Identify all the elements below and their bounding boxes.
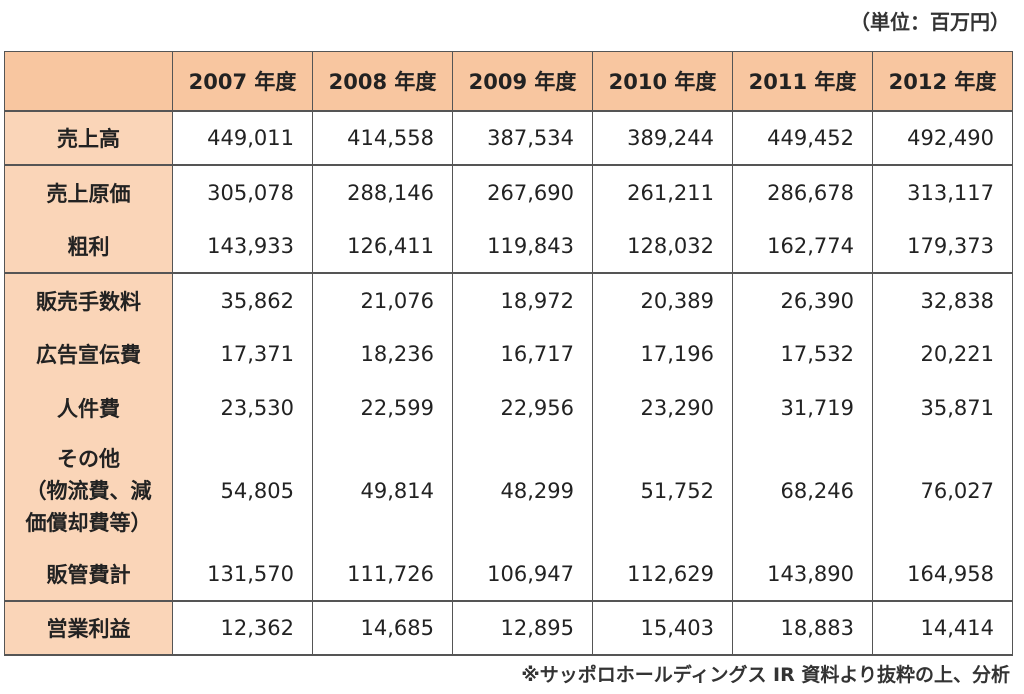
row-label-line: その他 <box>57 447 120 471</box>
row-label-line: 価償却費等） <box>25 511 152 535</box>
row-label: 人件費 <box>4 381 173 435</box>
row-label: 広告宣伝費 <box>4 327 173 381</box>
table-header-row: 2007 年度 2008 年度 2009 年度 2010 年度 2011 年度 … <box>4 51 1013 112</box>
table-cell: 119,843 <box>452 219 593 273</box>
table-cell: 179,373 <box>872 219 1013 273</box>
table-cell: 162,774 <box>732 219 873 273</box>
column-header: 2011 年度 <box>732 51 873 112</box>
table-cell: 15,403 <box>592 600 733 656</box>
table-cell: 305,078 <box>172 164 313 219</box>
table-cell: 54,805 <box>172 435 313 547</box>
table-cell: 414,558 <box>312 110 453 165</box>
table-cell: 23,530 <box>172 381 313 435</box>
table-cell: 112,629 <box>592 547 733 601</box>
table-cell: 35,871 <box>872 381 1013 435</box>
table-cell: 261,211 <box>592 164 733 219</box>
row-label: 販管費計 <box>4 547 173 601</box>
table-cell: 288,146 <box>312 164 453 219</box>
table-row: 粗利 143,933 126,411 119,843 128,032 162,7… <box>4 219 1013 273</box>
table-row: 売上高 449,011 414,558 387,534 389,244 449,… <box>4 110 1013 165</box>
table-cell: 164,958 <box>872 547 1013 601</box>
table-cell: 51,752 <box>592 435 733 547</box>
table-cell: 14,685 <box>312 600 453 656</box>
table-cell: 449,452 <box>732 110 873 165</box>
unit-label: （単位：百万円） <box>850 10 1010 34</box>
column-header: 2012 年度 <box>872 51 1013 112</box>
table-cell: 68,246 <box>732 435 873 547</box>
source-note: ※サッポロホールディングス IR 資料より抜粋の上、分析 <box>521 664 1010 686</box>
table-row: 売上原価 305,078 288,146 267,690 261,211 286… <box>4 164 1013 219</box>
row-label: その他 （物流費、減 価償却費等） <box>4 435 173 547</box>
column-header: 2010 年度 <box>592 51 733 112</box>
financial-table: 2007 年度 2008 年度 2009 年度 2010 年度 2011 年度 … <box>4 51 1013 656</box>
table-cell: 18,883 <box>732 600 873 656</box>
table-row: 広告宣伝費 17,371 18,236 16,717 17,196 17,532… <box>4 327 1013 381</box>
table-cell: 22,956 <box>452 381 593 435</box>
table-cell: 23,290 <box>592 381 733 435</box>
table-cell: 20,389 <box>592 272 733 327</box>
table-cell: 35,862 <box>172 272 313 327</box>
table-cell: 12,895 <box>452 600 593 656</box>
row-label-line: （物流費、減 <box>25 479 152 503</box>
row-label: 粗利 <box>4 219 173 273</box>
table-row: 販売手数料 35,862 21,076 18,972 20,389 26,390… <box>4 272 1013 327</box>
table-cell: 143,890 <box>732 547 873 601</box>
table-cell: 17,196 <box>592 327 733 381</box>
table-cell: 111,726 <box>312 547 453 601</box>
table-cell: 26,390 <box>732 272 873 327</box>
row-label: 売上高 <box>4 110 173 165</box>
table-row: 人件費 23,530 22,599 22,956 23,290 31,719 3… <box>4 381 1013 435</box>
row-label: 売上原価 <box>4 164 173 219</box>
table-cell: 131,570 <box>172 547 313 601</box>
table-cell: 16,717 <box>452 327 593 381</box>
table-cell: 449,011 <box>172 110 313 165</box>
table-cell: 21,076 <box>312 272 453 327</box>
table-cell: 106,947 <box>452 547 593 601</box>
table-cell: 20,221 <box>872 327 1013 381</box>
row-label: 販売手数料 <box>4 272 173 327</box>
table-cell: 267,690 <box>452 164 593 219</box>
table-cell: 389,244 <box>592 110 733 165</box>
table-cell: 76,027 <box>872 435 1013 547</box>
table-row: その他 （物流費、減 価償却費等） 54,805 49,814 48,299 5… <box>4 435 1013 547</box>
table-row: 営業利益 12,362 14,685 12,895 15,403 18,883 … <box>4 600 1013 656</box>
header-corner <box>4 51 173 112</box>
table-cell: 48,299 <box>452 435 593 547</box>
row-label: 営業利益 <box>4 600 173 656</box>
table-cell: 128,032 <box>592 219 733 273</box>
column-header: 2007 年度 <box>172 51 313 112</box>
table-cell: 143,933 <box>172 219 313 273</box>
table-row: 販管費計 131,570 111,726 106,947 112,629 143… <box>4 547 1013 601</box>
table-cell: 32,838 <box>872 272 1013 327</box>
column-header: 2008 年度 <box>312 51 453 112</box>
table-cell: 31,719 <box>732 381 873 435</box>
table-cell: 22,599 <box>312 381 453 435</box>
column-header: 2009 年度 <box>452 51 593 112</box>
table-cell: 17,532 <box>732 327 873 381</box>
table-cell: 18,972 <box>452 272 593 327</box>
table-cell: 17,371 <box>172 327 313 381</box>
table-cell: 12,362 <box>172 600 313 656</box>
table-cell: 492,490 <box>872 110 1013 165</box>
table-cell: 49,814 <box>312 435 453 547</box>
table-cell: 387,534 <box>452 110 593 165</box>
table-cell: 313,117 <box>872 164 1013 219</box>
table-cell: 18,236 <box>312 327 453 381</box>
table-cell: 286,678 <box>732 164 873 219</box>
table-cell: 126,411 <box>312 219 453 273</box>
table-cell: 14,414 <box>872 600 1013 656</box>
